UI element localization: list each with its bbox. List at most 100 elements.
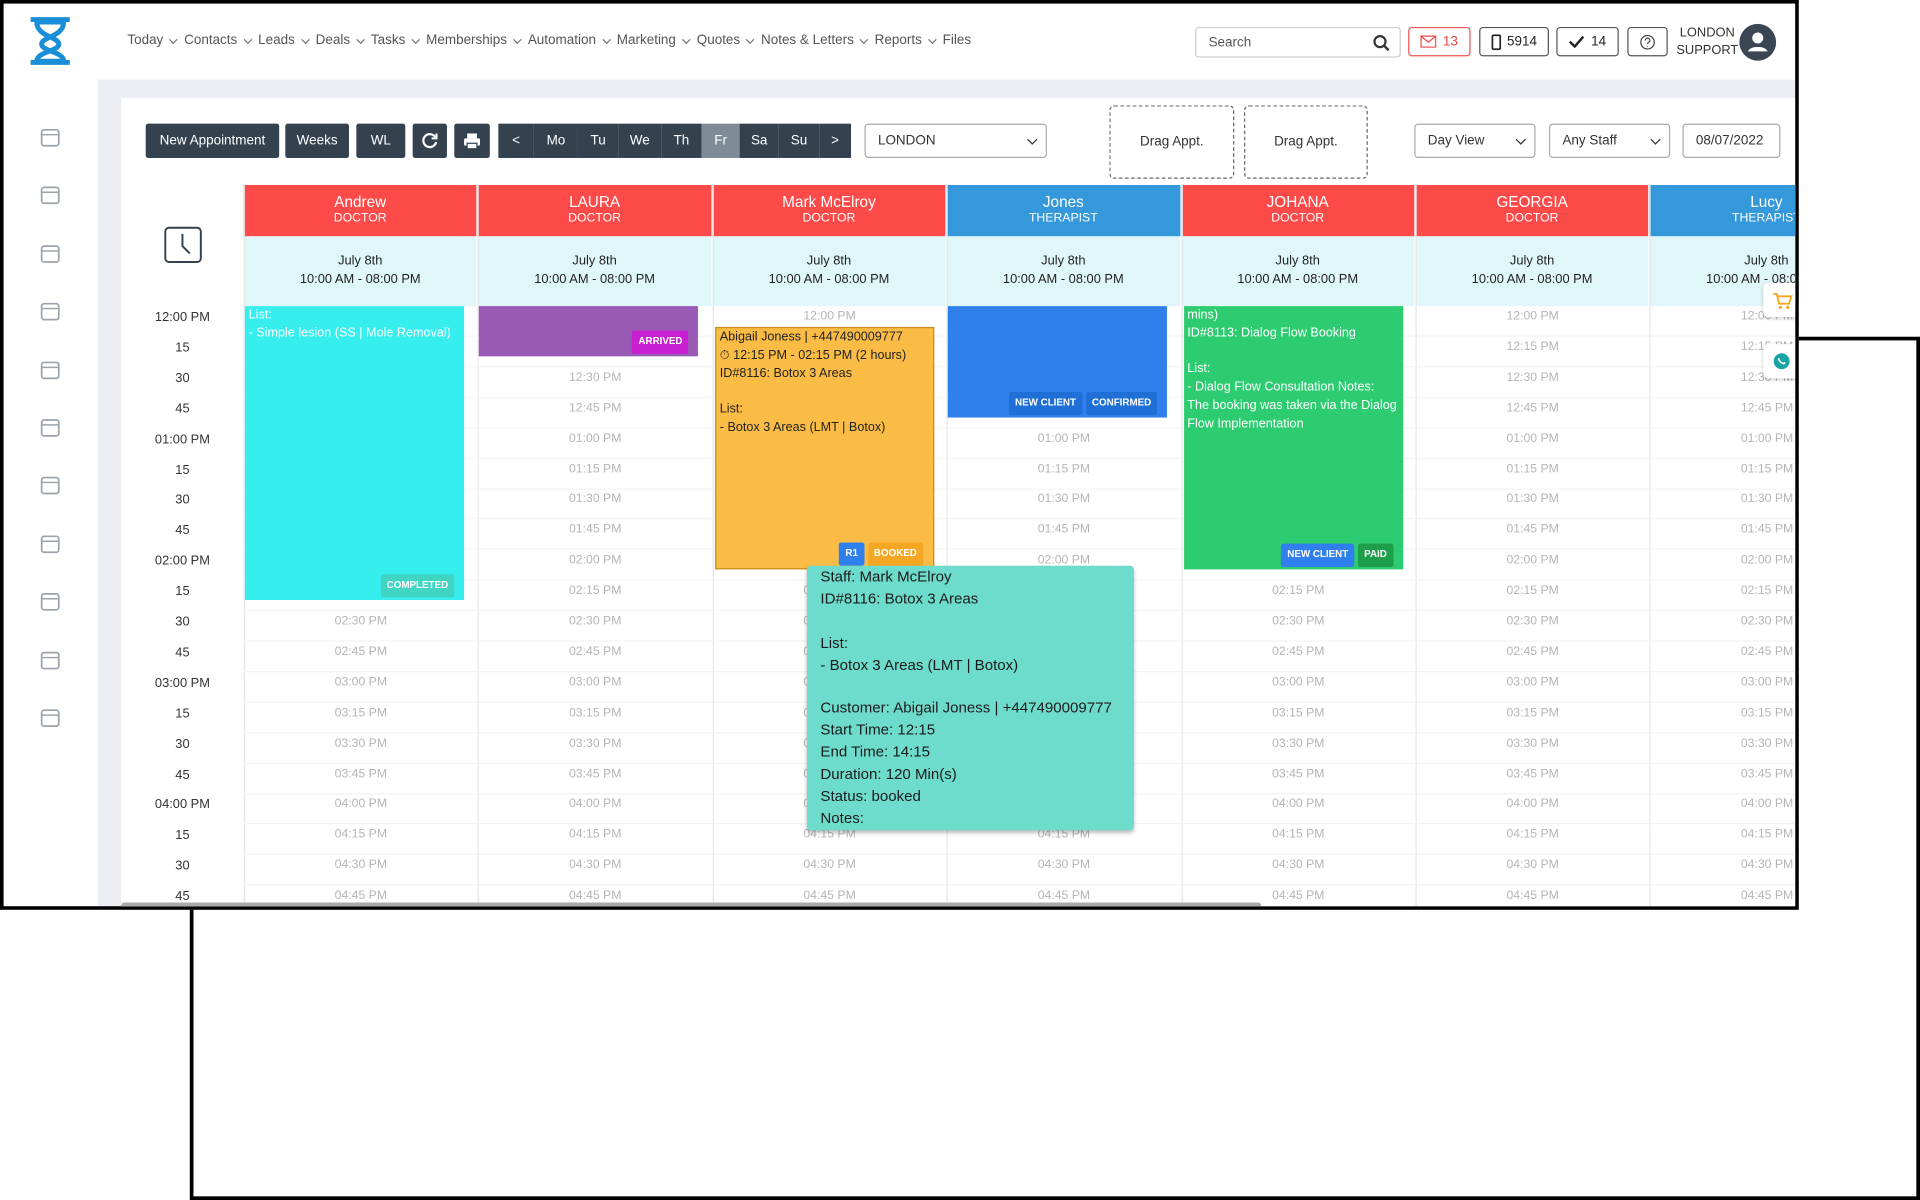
time-slot[interactable]: 02:00 PM <box>1649 550 1796 581</box>
time-slot[interactable]: 03:45 PM <box>1415 763 1650 795</box>
time-slot[interactable]: 02:30 PM <box>1649 611 1796 642</box>
tasks-button[interactable]: 14 <box>1556 26 1619 57</box>
time-slot[interactable]: 04:00 PM <box>1415 794 1650 825</box>
time-slot[interactable]: 01:45 PM <box>478 520 713 551</box>
menu-item[interactable]: Quotes <box>696 33 741 48</box>
time-slot[interactable]: 04:15 PM <box>1649 824 1796 856</box>
sidebar-icon[interactable] <box>39 300 61 322</box>
appointment[interactable]: List: - Simple lesion (SS | Mole Removal)… <box>244 306 465 601</box>
time-slot[interactable]: 04:15 PM <box>478 824 713 856</box>
time-slot[interactable]: 04:45 PM <box>947 885 1181 906</box>
menu-item[interactable]: Marketing <box>616 33 676 48</box>
time-slot[interactable]: 03:15 PM <box>478 702 713 734</box>
weeks-button[interactable]: Weeks <box>285 123 349 158</box>
sidebar-icon[interactable] <box>39 126 61 148</box>
day-button[interactable]: Su <box>778 123 820 158</box>
time-slot[interactable]: 01:15 PM <box>1649 459 1796 490</box>
day-button[interactable]: Tu <box>577 123 619 158</box>
time-slot[interactable]: 01:45 PM <box>946 520 1182 551</box>
help-button[interactable] <box>1627 26 1668 57</box>
time-slot[interactable]: 02:15 PM <box>1415 581 1650 612</box>
print-button[interactable] <box>454 123 490 158</box>
time-slot[interactable]: 04:45 PM <box>1650 885 1795 906</box>
time-slot[interactable]: 02:00 PM <box>1415 550 1650 581</box>
time-slot[interactable]: 02:15 PM <box>478 581 713 612</box>
time-slot[interactable]: 04:30 PM <box>243 855 479 886</box>
time-slot[interactable]: 12:45 PM <box>478 398 713 429</box>
time-slot[interactable]: 02:00 PM <box>478 550 713 581</box>
time-slot[interactable]: 01:45 PM <box>1415 520 1650 551</box>
time-slot[interactable]: 03:15 PM <box>1181 702 1416 734</box>
menu-item[interactable]: Tasks <box>370 33 406 48</box>
time-slot[interactable]: 02:30 PM <box>478 611 713 642</box>
menu-item[interactable]: Deals <box>315 33 351 48</box>
time-slot[interactable]: 03:30 PM <box>1181 733 1416 764</box>
time-slot[interactable]: 02:30 PM <box>243 611 479 642</box>
avatar[interactable] <box>1739 23 1777 61</box>
time-slot[interactable]: 04:00 PM <box>478 794 713 825</box>
menu-item[interactable]: Automation <box>527 33 596 48</box>
time-slot[interactable]: 04:30 PM <box>1415 855 1650 886</box>
cart-float[interactable] <box>1763 282 1796 318</box>
time-slot[interactable]: 03:30 PM <box>1649 733 1796 764</box>
time-slot[interactable]: 01:00 PM <box>946 428 1182 459</box>
sidebar-icon[interactable] <box>39 474 61 496</box>
time-slot[interactable]: 04:15 PM <box>1181 824 1416 856</box>
menu-item[interactable]: Memberships <box>426 33 507 48</box>
sidebar-icon[interactable] <box>39 533 61 555</box>
sidebar-icon[interactable] <box>39 590 61 612</box>
staff-select[interactable]: Any Staff <box>1548 123 1671 158</box>
time-slot[interactable] <box>243 581 479 612</box>
day-button[interactable]: Th <box>661 123 702 158</box>
drag-slot[interactable]: Drag Appt. <box>1109 105 1235 179</box>
day-button[interactable]: Sa <box>739 123 779 158</box>
time-slot[interactable]: 12:00 PM <box>1415 306 1650 337</box>
time-slot[interactable]: 04:30 PM <box>1181 855 1416 886</box>
menu-item[interactable]: Reports <box>874 33 922 48</box>
time-slot[interactable]: 03:45 PM <box>243 763 479 795</box>
menu-item[interactable]: Today <box>127 33 164 48</box>
time-slot[interactable]: 03:30 PM <box>478 733 713 764</box>
time-slot[interactable]: 04:45 PM <box>478 885 712 906</box>
time-slot[interactable]: 04:00 PM <box>1649 794 1796 825</box>
time-slot[interactable]: 12:45 PM <box>1649 398 1796 429</box>
time-slot[interactable]: 04:00 PM <box>243 794 479 825</box>
time-slot[interactable]: 01:30 PM <box>478 489 713 520</box>
time-slot[interactable]: 02:15 PM <box>1181 581 1416 612</box>
sidebar-icon[interactable] <box>39 359 61 381</box>
time-slot[interactable]: 04:45 PM <box>1416 885 1650 906</box>
appointment[interactable]: mins) ID#8113: Dialog Flow Booking List: - … <box>1183 306 1403 570</box>
day-button[interactable]: < <box>498 123 534 158</box>
time-slot[interactable]: 01:15 PM <box>946 459 1182 490</box>
time-slot[interactable]: 04:15 PM <box>1415 824 1650 856</box>
appointment[interactable]: Abigail Joness | +447490009777 ⏱ 12:15 PM… <box>714 326 935 570</box>
day-button[interactable]: Fr <box>701 123 740 158</box>
new-appointment-button[interactable]: New Appointment <box>145 123 280 158</box>
wl-button[interactable]: WL <box>356 123 406 158</box>
time-slot[interactable]: 04:15 PM <box>243 824 479 856</box>
time-slot[interactable]: 01:00 PM <box>1415 428 1650 459</box>
appointment[interactable]: NEW CLIENT CONFIRMED <box>947 306 1168 418</box>
time-slot[interactable]: 03:00 PM <box>1415 672 1650 703</box>
time-slot[interactable]: 03:15 PM <box>1649 702 1796 734</box>
menu-item[interactable]: Contacts <box>184 33 238 48</box>
time-slot[interactable]: 01:30 PM <box>1415 489 1650 520</box>
sidebar-icon[interactable] <box>39 649 61 671</box>
time-slot[interactable]: 04:30 PM <box>1649 855 1796 886</box>
time-slot[interactable]: 04:00 PM <box>1181 794 1416 825</box>
time-slot[interactable]: 01:15 PM <box>1415 459 1650 490</box>
day-button[interactable]: > <box>819 123 852 158</box>
sidebar-icon[interactable] <box>39 707 61 729</box>
location-select[interactable]: LONDON <box>864 123 1047 158</box>
time-slot[interactable]: 03:00 PM <box>243 672 479 703</box>
menu-item[interactable]: Leads <box>258 33 295 48</box>
time-slot[interactable] <box>478 337 713 368</box>
time-slot[interactable]: 04:30 PM <box>946 855 1182 886</box>
time-slot[interactable]: 12:45 PM <box>1415 398 1650 429</box>
time-slot[interactable]: 02:45 PM <box>1181 641 1416 673</box>
time-slot[interactable]: 02:45 PM <box>243 641 479 673</box>
drag-slot[interactable]: Drag Appt. <box>1244 105 1368 179</box>
time-slot[interactable]: 03:45 PM <box>478 763 713 795</box>
sidebar-icon[interactable] <box>39 416 61 438</box>
time-slot[interactable]: 03:00 PM <box>1649 672 1796 703</box>
